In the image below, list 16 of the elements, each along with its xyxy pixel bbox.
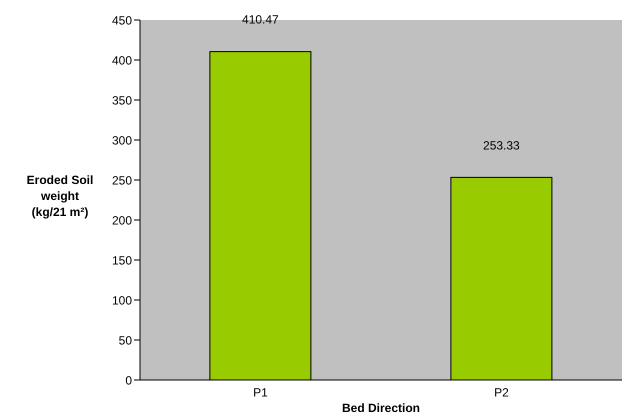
x-tick-label: P2: [494, 386, 510, 400]
y-tick-label: 0: [125, 373, 132, 388]
y-tick-label: 300: [112, 133, 132, 148]
data-label: 253.33: [483, 138, 520, 152]
y-tick-label: 450: [112, 13, 132, 28]
y-axis-title: Eroded Soil weight (kg/21 m²): [26, 173, 94, 219]
x-axis-title: Bed Direction: [342, 401, 420, 415]
y-tick-label: 200: [112, 213, 132, 228]
y-tick-label: 100: [112, 293, 132, 308]
data-label: 410.47: [242, 12, 280, 27]
y-tick-label: 250: [112, 173, 132, 188]
y-tick-label: 50: [118, 333, 132, 348]
y-tick-label: 150: [112, 253, 132, 268]
y-tick-label: 400: [112, 53, 132, 68]
x-tick-label: P1: [253, 386, 268, 400]
y-tick-label: 350: [112, 93, 132, 108]
